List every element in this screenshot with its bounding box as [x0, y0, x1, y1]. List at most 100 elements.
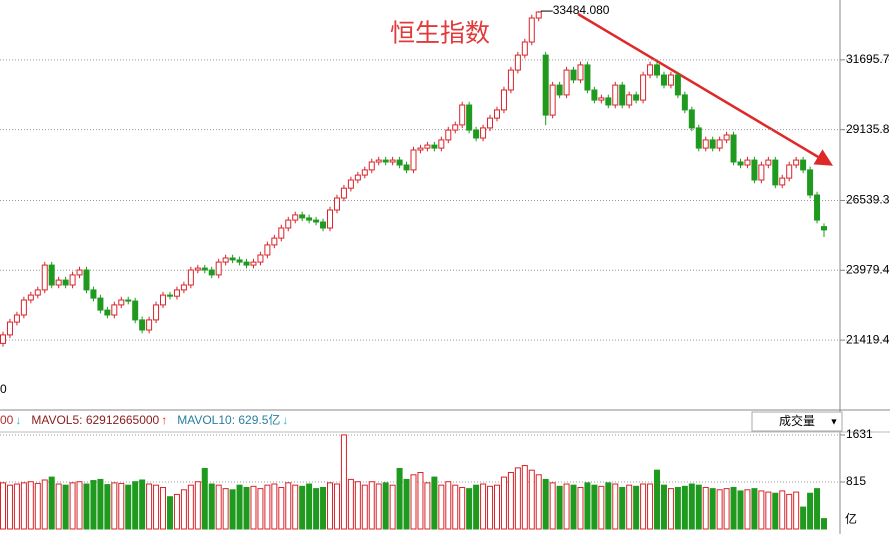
volume-bar [340, 434, 347, 530]
candle-body [41, 264, 48, 291]
candle-body [222, 257, 229, 263]
volume-bar [730, 486, 737, 530]
candle-body [410, 149, 417, 171]
candle-body [584, 64, 591, 91]
candle-body [591, 89, 598, 101]
candle-body [403, 164, 410, 171]
candle-body [660, 74, 667, 86]
candle-body [807, 169, 814, 196]
volume-bar [640, 483, 647, 530]
volume-bar [619, 486, 626, 530]
candle-body [466, 104, 473, 131]
volume-bar [716, 489, 723, 530]
legend-text: MAVOL5: 62912665000 [31, 413, 159, 427]
volume-bar [299, 485, 306, 530]
volume-bar [800, 506, 807, 530]
volume-bar [445, 481, 452, 530]
y-tick-label: 1631 [846, 427, 873, 441]
candle-body [173, 289, 180, 297]
candle-body [361, 169, 368, 176]
candle-body [34, 289, 41, 296]
candle-body [132, 300, 139, 321]
candle-body [507, 69, 514, 91]
candle-body [493, 109, 500, 119]
candle-body [633, 94, 640, 101]
candle-body [264, 244, 271, 256]
legend-arrow: ↓ [15, 413, 21, 427]
candle-body [354, 174, 361, 181]
volume-bar [500, 476, 507, 530]
volume-bar [354, 481, 361, 530]
volume-bar [723, 488, 730, 530]
candle-body [215, 261, 222, 276]
candle-body [229, 257, 236, 261]
volume-bar [90, 480, 97, 530]
volume-bar [570, 484, 577, 530]
volume-bar [584, 482, 591, 530]
volume-bar [431, 476, 438, 530]
candle-body [118, 299, 125, 306]
candle-body [695, 127, 702, 149]
candle-body [674, 74, 681, 96]
candle-body [570, 69, 577, 81]
candle-body [626, 94, 633, 106]
volume-bar [626, 484, 633, 530]
candle-body [97, 297, 104, 311]
volume-bar [48, 476, 55, 530]
candle-body [640, 74, 647, 101]
volume-bar [264, 484, 271, 530]
volume-bar [473, 484, 480, 530]
candle-body [396, 159, 403, 166]
volume-bar [27, 481, 34, 530]
volume-bar [97, 478, 104, 530]
volume-bar [563, 483, 570, 530]
volume-bar [424, 482, 431, 530]
candle-body [271, 237, 278, 246]
volume-bar [34, 482, 41, 530]
legend-arrow: ↑ [161, 413, 167, 427]
candle-body [285, 219, 292, 229]
volume-bar [459, 486, 466, 530]
selector-label[interactable]: 成交量 [779, 413, 815, 428]
volume-bar [125, 484, 132, 530]
candle-body [716, 139, 723, 149]
candle-body [800, 159, 807, 171]
volume-selector[interactable]: 成交量 ▼ [751, 411, 843, 432]
trend-arrow [577, 12, 834, 166]
volume-bar [69, 482, 76, 530]
candle-body [702, 139, 709, 149]
candle-body [333, 197, 340, 211]
volume-bar [688, 483, 695, 530]
candle-body [744, 159, 751, 166]
candle-body [104, 309, 111, 316]
candle-body [13, 314, 20, 323]
volume-bar [417, 471, 424, 530]
candle-body [793, 159, 800, 166]
volume-bar [347, 478, 354, 530]
volume-bar [257, 488, 264, 530]
candle-body [327, 209, 334, 229]
volume-bar [779, 490, 786, 530]
selector-arrow[interactable]: ▼ [830, 416, 839, 426]
volume-bar [13, 483, 20, 530]
candle-body [257, 254, 264, 263]
volume-bar [139, 479, 146, 530]
candle-body [194, 267, 201, 271]
volume-bar [229, 489, 236, 530]
y-tick-label: 29135.8 [846, 122, 890, 136]
selector-box[interactable] [751, 411, 843, 432]
candle-body [647, 64, 654, 76]
candle-body [62, 279, 69, 286]
volume-bar [41, 479, 48, 530]
volume-unit: 亿 [845, 511, 857, 526]
volume-bar [320, 486, 327, 530]
candle-body [779, 177, 786, 186]
volume-bar [0, 482, 6, 530]
volume-bar [313, 488, 320, 530]
candle-body [459, 104, 466, 126]
candle-body [424, 144, 431, 149]
volume-bar [480, 483, 487, 530]
candle-body [83, 269, 90, 291]
